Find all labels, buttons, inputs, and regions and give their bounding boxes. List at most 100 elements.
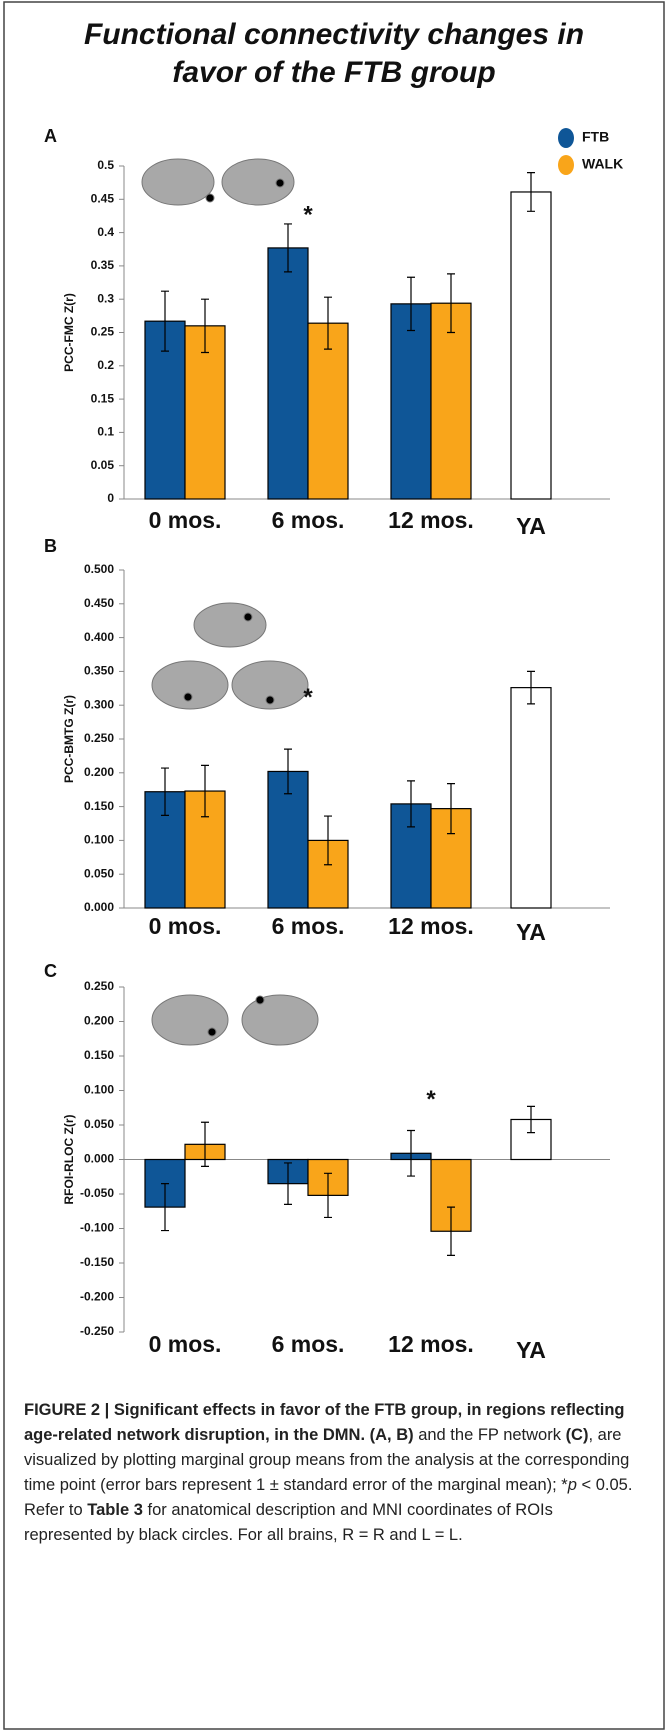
y-tick-label: 0.15 (91, 391, 115, 405)
caption-text: Table 3 (87, 1501, 143, 1519)
y-tick-label: 0.25 (91, 325, 115, 339)
y-tick-label: -0.250 (80, 1324, 114, 1338)
error-bar (324, 815, 332, 866)
error-bar (201, 1121, 209, 1167)
bar (267, 247, 309, 500)
x-tick-label: 12 mos. (388, 1331, 474, 1357)
caption-text: p (567, 1476, 577, 1494)
y-tick-label: 0 (107, 491, 114, 505)
y-tick-label: 0.450 (84, 596, 114, 610)
y-tick-label: 0.150 (84, 1048, 114, 1062)
figure-title: favor of the FTB group (172, 56, 495, 89)
error-bar (161, 290, 169, 352)
legend-label: WALK (582, 156, 623, 172)
y-tick-label: -0.050 (80, 1186, 114, 1200)
y-tick-label: -0.150 (80, 1255, 114, 1269)
x-tick-label: 12 mos. (388, 913, 474, 939)
x-tick-label: YA (516, 513, 546, 539)
caption: FIGURE 2 | Significant effects in favor … (24, 1398, 644, 1548)
x-tick-label: 6 mos. (272, 507, 345, 533)
caption-text: , are visualized by plotting marginal gr… (24, 1426, 630, 1494)
error-bar (407, 1129, 415, 1177)
y-tick-label: 0.1 (97, 425, 114, 439)
y-tick-label: 0.300 (84, 697, 114, 711)
caption-text: FIGURE 2 | Significant effects in favor … (24, 1401, 625, 1444)
error-bar (284, 223, 292, 273)
y-tick-label: 0.05 (91, 458, 115, 472)
error-bar (324, 1172, 332, 1219)
error-bar (527, 1105, 535, 1134)
y-axis-label: PCC-FMC Z(r) (62, 293, 76, 372)
bar (430, 302, 472, 500)
error-bar (407, 276, 415, 332)
error-bar (527, 670, 535, 705)
y-tick-label: 0.4 (97, 225, 114, 239)
y-tick-label: -0.200 (80, 1290, 114, 1304)
x-tick-label: YA (516, 1337, 546, 1363)
panel-label: A (44, 126, 57, 146)
annotation: * (303, 684, 313, 711)
legend-label: FTB (582, 129, 609, 145)
y-axis-label: RFOI-RLOC Z(r) (62, 1115, 76, 1205)
bar (184, 325, 226, 500)
error-bar (447, 783, 455, 835)
error-bar (407, 780, 415, 828)
x-tick-label: 0 mos. (149, 507, 222, 533)
bar (510, 687, 552, 909)
error-bar (527, 172, 535, 212)
annotation: * (303, 201, 313, 228)
y-tick-label: 0.100 (84, 1083, 114, 1097)
y-tick-label: 0.000 (84, 900, 114, 914)
legend-swatch (558, 128, 574, 148)
annotation: * (426, 1086, 436, 1113)
error-bar (201, 298, 209, 354)
error-bar (161, 767, 169, 816)
y-tick-label: 0.3 (97, 291, 114, 305)
y-tick-label: 0.250 (84, 731, 114, 745)
y-tick-label: -0.100 (80, 1221, 114, 1235)
bar (184, 790, 226, 909)
y-tick-label: 0.200 (84, 765, 114, 779)
y-tick-label: 0.150 (84, 799, 114, 813)
y-tick-label: 0.350 (84, 664, 114, 678)
y-tick-label: 0.35 (91, 258, 115, 272)
y-tick-label: 0.400 (84, 630, 114, 644)
x-tick-label: 6 mos. (272, 913, 345, 939)
caption-text: and the FP network (413, 1426, 566, 1444)
y-tick-label: 0.200 (84, 1014, 114, 1028)
y-tick-label: 0.050 (84, 866, 114, 880)
error-bar (201, 764, 209, 818)
bar (307, 322, 349, 500)
y-tick-label: 0.500 (84, 562, 114, 576)
caption-text: < 0.05. Refer to (24, 1476, 633, 1519)
panel-label: B (44, 536, 57, 556)
error-bar (161, 1183, 169, 1232)
x-tick-label: 0 mos. (149, 913, 222, 939)
error-bar (447, 273, 455, 334)
y-tick-label: 0.250 (84, 979, 114, 993)
y-tick-label: 0.100 (84, 833, 114, 847)
x-tick-label: YA (516, 919, 546, 945)
frame (3, 1, 665, 1730)
panel-label: C (44, 961, 57, 981)
bar (510, 191, 552, 500)
y-tick-label: 0.45 (91, 191, 115, 205)
error-bar (447, 1206, 455, 1257)
error-bar (324, 296, 332, 350)
x-tick-label: 12 mos. (388, 507, 474, 533)
error-bar (284, 748, 292, 795)
error-bar (284, 1162, 292, 1205)
y-tick-label: 0.050 (84, 1117, 114, 1131)
bar (390, 303, 432, 500)
caption-text: for anatomical description and MNI coord… (24, 1501, 553, 1544)
legend-swatch (558, 155, 574, 175)
y-tick-label: 0.5 (97, 158, 114, 172)
caption-text: (C) (565, 1426, 589, 1444)
figure-title: Functional connectivity changes in (84, 18, 584, 51)
y-axis-label: PCC-BMTG Z(r) (62, 695, 76, 783)
x-tick-label: 0 mos. (149, 1331, 222, 1357)
y-tick-label: 0.000 (84, 1152, 114, 1166)
y-tick-label: 0.2 (97, 358, 114, 372)
x-tick-label: 6 mos. (272, 1331, 345, 1357)
